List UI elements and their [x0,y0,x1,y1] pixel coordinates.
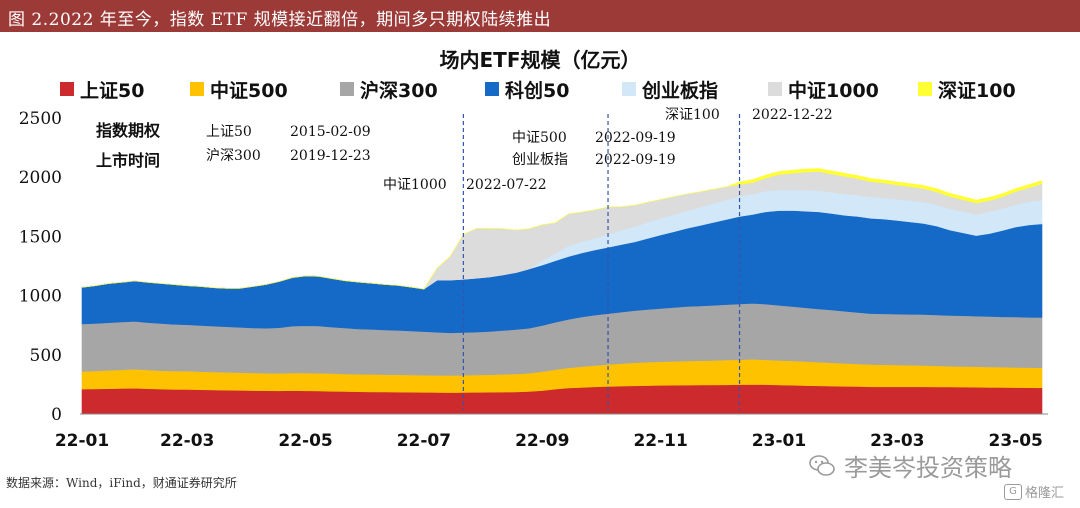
legend-label-hs300: 沪深300 [360,79,438,102]
watermark-brand-text: 格隆汇 [1025,486,1065,501]
annotation-index-name: 沪深300 [206,148,261,164]
legend-label-sz100: 深证100 [938,79,1016,102]
x-tick-label: 22-03 [160,431,214,451]
legend-item-cybz: 创业板指 [622,78,719,102]
legend-swatch-sz100 [918,82,932,96]
watermark-text: 李美岑投资策略 [844,454,1012,482]
legend-item-sz100: 深证100 [918,78,1016,102]
annotation-launch-date: 2022-09-19 [595,130,676,146]
legend-swatch-hs300 [340,82,354,96]
annotation-launch-date: 2015-02-09 [290,124,371,140]
y-tick-label: 0 [51,405,62,425]
legend-item-zz1000: 中证1000 [768,78,879,102]
x-tick-label: 23-03 [870,431,924,451]
y-tick-label: 2000 [19,168,62,188]
g-logo-icon: G [1004,483,1022,500]
annotation-box-title: 指数期权 [96,121,161,140]
legend-swatch-sz50 [60,82,74,96]
legend-label-zz1000: 中证1000 [788,79,879,102]
x-tick-label: 22-05 [278,431,332,451]
wechat-icon [809,454,835,476]
x-tick-label: 23-01 [752,431,806,451]
legend-label-zz500: 中证500 [210,79,288,102]
y-tick-label: 1000 [19,287,62,307]
x-tick-label: 22-09 [515,431,569,451]
chart-title: 场内ETF规模（亿元） [439,48,641,72]
annotation-launch-date: 2022-12-22 [752,107,833,123]
annotation-box-title: 上市时间 [96,151,160,170]
y-tick-label: 500 [30,346,62,366]
legend-item-kc50: 科创50 [485,78,570,102]
x-tick-label: 22-07 [397,431,451,451]
legend-swatch-zz500 [190,82,204,96]
y-tick-label: 1500 [19,227,62,247]
annotation-index-name: 深证100 [665,107,720,123]
annotation-launch-date: 2019-12-23 [290,148,371,164]
x-tick-label: 22-01 [55,431,109,451]
legend-swatch-zz1000 [768,82,782,96]
y-tick-label: 2500 [19,109,62,129]
figure-caption: 图 2.2022 年至今，指数 ETF 规模接近翻倍，期间多只期权陆续推出 [8,10,552,30]
annotation-index-name: 中证1000 [383,177,447,193]
legend-label-sz50: 上证50 [80,79,145,102]
legend-item-sz50: 上证50 [60,78,145,102]
legend-item-hs300: 沪深300 [340,78,438,102]
legend-item-zz500: 中证500 [190,78,288,102]
x-tick-label: 23-05 [989,431,1043,451]
area-sz100 [81,168,1043,290]
annotation-launch-date: 2022-09-19 [595,152,676,168]
annotation-index-name: 创业板指 [512,152,568,168]
legend-label-kc50: 科创50 [505,79,570,102]
legend-label-cybz: 创业板指 [642,79,719,102]
chart-legend: 上证50 中证500 沪深300 科创50 创业板指 中证1000 深证100 [50,78,1070,102]
annotation-index-name: 中证500 [512,130,567,146]
annotation-index-name: 上证50 [206,124,252,140]
figure-header: 图 2.2022 年至今，指数 ETF 规模接近翻倍，期间多只期权陆续推出 [0,0,1080,32]
x-tick-label: 22-11 [633,431,687,451]
watermark-brand: G 格隆汇 [1004,482,1064,501]
annotation-launch-date: 2022-07-22 [466,177,547,193]
legend-swatch-cybz [622,82,636,96]
watermark: 李美岑投资策略 [808,448,1012,483]
legend-swatch-kc50 [485,82,499,96]
source-note: 数据来源：Wind，iFind，财通证券研究所 [6,476,237,490]
